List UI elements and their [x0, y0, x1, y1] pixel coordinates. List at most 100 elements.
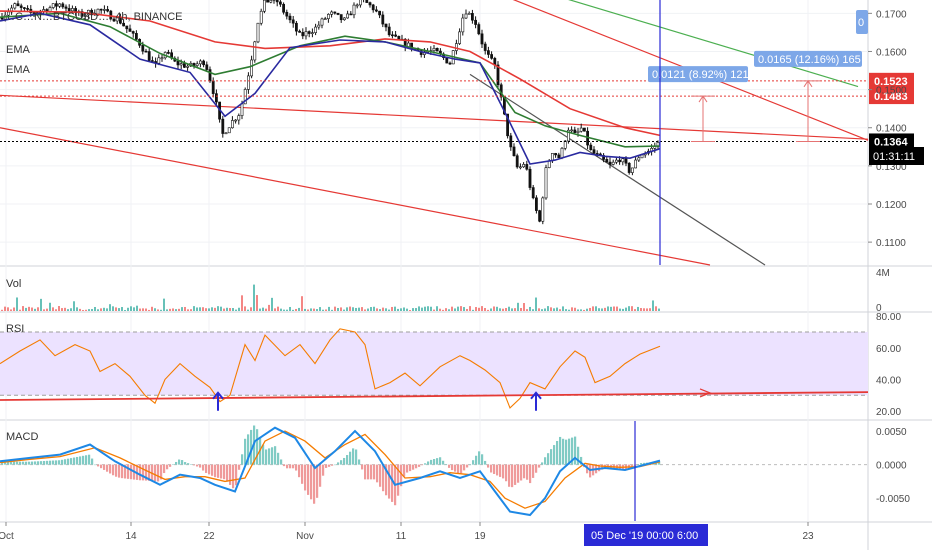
level-price-label: 0.1364: [874, 136, 909, 148]
volume-bar: [16, 297, 18, 311]
chart-title: …C…N…BTCUSD…, 4h, BINANCE: [4, 11, 182, 23]
macd-histogram-bar: [319, 465, 321, 487]
volume-bar: [250, 307, 252, 311]
candle-body: [622, 159, 624, 162]
volume-bar: [565, 309, 567, 311]
macd-histogram-bar: [382, 465, 384, 492]
macd-histogram-bar: [328, 465, 330, 467]
volume-bar: [223, 309, 225, 311]
candle-body: [593, 150, 595, 154]
volume-bar: [268, 305, 270, 311]
candle-body: [359, 0, 361, 5]
candle-body: [187, 66, 189, 67]
macd-histogram-bar: [79, 456, 81, 464]
macd-histogram-bar: [568, 439, 570, 465]
volume-bar: [511, 308, 513, 311]
trend-line[interactable]: [0, 95, 868, 139]
volume-bar: [409, 310, 411, 311]
macd-histogram-bar: [262, 445, 264, 465]
macd-histogram-bar: [118, 465, 120, 478]
volume-bar: [559, 309, 561, 311]
candle-body: [612, 162, 614, 164]
volume-bar: [259, 309, 261, 311]
macd-histogram-bar: [244, 439, 246, 465]
macd-histogram-bar: [85, 455, 87, 464]
volume-bar: [613, 306, 615, 311]
candle-body: [23, 8, 25, 9]
volume-bar: [463, 307, 465, 311]
candle-body: [17, 4, 19, 6]
candle-body: [583, 128, 585, 131]
macd-histogram-bar: [541, 462, 543, 464]
macd-histogram-bar: [535, 465, 537, 473]
macd-histogram-bar: [172, 464, 174, 465]
macd-histogram-bar: [106, 465, 108, 472]
volume-bar: [556, 308, 558, 311]
macd-histogram-bar: [466, 465, 468, 468]
macd-histogram-bar: [361, 465, 363, 470]
trend-line[interactable]: [0, 128, 710, 265]
volume-bar: [106, 308, 108, 311]
candle-body: [292, 20, 294, 23]
volume-bar: [220, 307, 222, 311]
volume-bar: [103, 308, 105, 311]
macd-histogram-bar: [25, 462, 27, 465]
volume-bar: [517, 303, 519, 311]
macd-histogram-bar: [100, 465, 102, 469]
macd-histogram-bar: [82, 456, 84, 465]
volume-bar: [343, 310, 345, 311]
candle-body: [398, 36, 400, 39]
volume-bar: [592, 306, 594, 311]
macd-histogram-bar: [61, 460, 63, 465]
volume-bar: [400, 308, 402, 311]
macd-histogram-bar: [415, 465, 417, 469]
volume-bar: [139, 309, 141, 311]
candle-body: [331, 12, 333, 14]
candle-body: [535, 198, 537, 211]
volume-bar: [628, 306, 630, 311]
volume-bar: [118, 308, 120, 311]
x-axis-label: 11: [396, 531, 407, 542]
macd-histogram-bar: [316, 465, 318, 498]
volume-bar: [151, 307, 153, 311]
macd-histogram-bar: [58, 460, 60, 464]
macd-histogram-bar: [283, 465, 285, 466]
channel-lines[interactable]: [0, 0, 868, 265]
volume-bar: [304, 309, 306, 311]
candle-body: [478, 25, 480, 34]
macd-histogram-bar: [37, 461, 39, 464]
volume-bar: [79, 309, 81, 311]
macd-histogram-bar: [298, 465, 300, 478]
volume-bar: [655, 306, 657, 311]
candle-body: [545, 168, 547, 198]
measure-label: 0.0165 (12.16%) 165: [758, 54, 861, 66]
volume-bar: [214, 308, 216, 311]
macd-histogram-bar: [454, 465, 456, 472]
trend-line[interactable]: [470, 74, 765, 265]
volume-bar: [124, 310, 126, 311]
candle-body: [343, 18, 345, 20]
volume-bar: [184, 307, 186, 311]
macd-histogram-bar: [403, 465, 405, 477]
candle-body: [203, 61, 205, 65]
macd-histogram-bar: [184, 462, 186, 465]
macd-histogram-bar: [388, 465, 390, 499]
candle-body: [209, 70, 211, 81]
volume-bar: [643, 308, 645, 311]
volume-bar: [1, 310, 3, 311]
volume-bar: [238, 308, 240, 311]
macd-histogram-bar: [436, 458, 438, 464]
macd-histogram-bar: [511, 465, 513, 488]
volume-bar: [583, 310, 585, 311]
volume-bar: [481, 306, 483, 311]
volume-bar: [658, 309, 660, 311]
candle-body: [327, 14, 329, 18]
volume-bar: [40, 299, 42, 311]
volume-bar: [601, 308, 603, 311]
macd-histogram-bar: [493, 465, 495, 474]
candle-body: [324, 19, 326, 20]
candle-body: [308, 32, 310, 34]
candle-body: [635, 160, 637, 168]
